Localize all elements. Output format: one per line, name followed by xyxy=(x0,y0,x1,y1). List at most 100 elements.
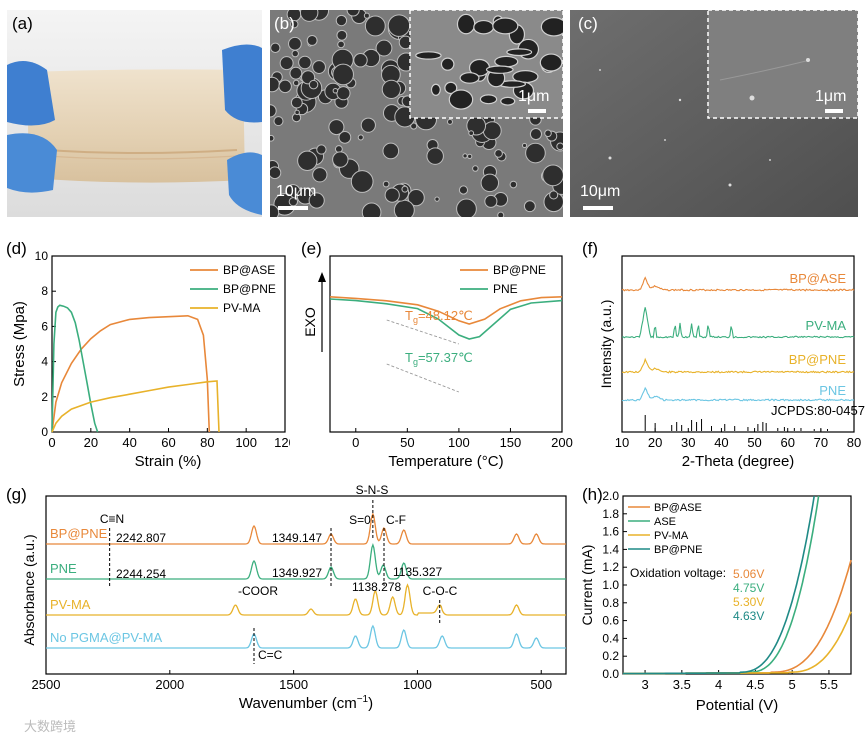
pore xyxy=(384,187,400,203)
pore xyxy=(544,129,552,138)
oxidation-value: 4.63V xyxy=(733,609,764,623)
pore xyxy=(288,36,302,51)
scale-label: 10μm xyxy=(580,183,621,200)
pore xyxy=(521,142,528,149)
series-line xyxy=(51,304,99,433)
x-axis-tick-label: 100 xyxy=(448,435,470,450)
y-axis-tick-label: 10 xyxy=(35,249,49,263)
x-axis-tick-label: 30 xyxy=(681,435,695,450)
y-axis-tick-label: 1.0 xyxy=(602,578,619,592)
peak-annotation: 1349.147 xyxy=(272,531,322,545)
legend-label: PNE xyxy=(493,282,518,296)
x-axis-label: 2-Theta (degree) xyxy=(682,453,795,470)
pore xyxy=(472,165,479,172)
x-axis-tick-label: 4 xyxy=(715,677,722,692)
pore xyxy=(494,55,519,68)
pore xyxy=(332,87,339,94)
legend-label: BP@PNE xyxy=(493,263,546,277)
x-axis-tick-label: 40 xyxy=(714,435,728,450)
pore xyxy=(492,17,519,35)
series-line xyxy=(329,296,563,325)
x-axis-tick-label: 3 xyxy=(641,677,648,692)
pore xyxy=(459,72,480,84)
series-line xyxy=(46,543,566,580)
pore xyxy=(364,15,386,37)
pore xyxy=(298,55,312,70)
inset-scale-label: 1μm xyxy=(815,88,847,105)
pore xyxy=(270,42,281,53)
series-label: No PGMA@PV-MA xyxy=(50,630,162,645)
x-axis-tick-label: 100 xyxy=(235,435,257,450)
y-axis-tick-label: 0.8 xyxy=(602,596,619,610)
series-line xyxy=(622,495,815,675)
y-axis-label: Stress (Mpa) xyxy=(11,301,28,387)
pore xyxy=(337,40,345,49)
plot-frame xyxy=(45,495,567,675)
pore xyxy=(430,83,441,96)
legend-label: BP@ASE xyxy=(223,263,275,277)
pore xyxy=(294,109,300,116)
pore xyxy=(316,144,327,155)
y-axis-tick-label: 2 xyxy=(41,390,48,404)
y-axis-tick-label: 4 xyxy=(41,355,48,369)
x-axis-tick-label: 150 xyxy=(500,435,522,450)
pore xyxy=(291,49,299,58)
chart-stress-strain: (d) 0 20 40 60 80 100 120 0 2 4 6 8 10 BP@ASE BP@PNE P… xyxy=(6,239,290,470)
panel-label: (e) xyxy=(301,239,322,258)
pore xyxy=(458,185,469,195)
pore xyxy=(290,96,303,109)
chart-lsv: (h) 3 3.5 4 4.5 5 5.5 0.0 0.2 0.4 0.6 0.8 1.0 1.2 1.4… xyxy=(580,485,852,714)
pore xyxy=(506,48,533,57)
x-axis-tick-label: 10 xyxy=(615,435,629,450)
pore xyxy=(267,134,275,142)
y-axis-tick-label: 0.2 xyxy=(602,649,619,663)
legend-label: BP@PNE xyxy=(223,282,276,296)
series-line xyxy=(621,307,855,339)
pore xyxy=(279,56,294,71)
series-line xyxy=(46,583,566,616)
sem-image-porous xyxy=(262,0,571,223)
peak-annotation: -COOR xyxy=(238,584,278,598)
pore xyxy=(456,13,476,35)
y-axis-label: EXO xyxy=(302,307,318,337)
pore xyxy=(312,60,326,74)
pore xyxy=(426,147,444,165)
peak-annotation: S=0 xyxy=(349,513,371,527)
pore xyxy=(336,86,351,101)
pore xyxy=(549,190,559,200)
pore xyxy=(393,199,415,221)
pore xyxy=(462,153,468,159)
x-axis-tick-label: 2500 xyxy=(32,677,61,692)
legend-label: BP@ASE xyxy=(654,502,702,514)
pore xyxy=(363,12,370,19)
pore xyxy=(556,142,565,151)
series-line xyxy=(51,314,211,433)
pore xyxy=(273,116,284,127)
y-axis-tick-label: 1.4 xyxy=(602,542,619,556)
x-axis-tick-label: 20 xyxy=(648,435,662,450)
series-line xyxy=(329,298,563,340)
pore xyxy=(278,79,292,94)
series-line xyxy=(46,512,566,545)
chart-dsc: (e) 0 50 100 150 200 BP@PNE PNE EXO Temperatu… xyxy=(301,239,573,470)
pore xyxy=(407,189,425,207)
pore xyxy=(306,34,318,46)
pore xyxy=(382,142,400,160)
pore xyxy=(297,150,318,171)
tg-annotation-2: Tg=57.37℃ xyxy=(405,350,473,367)
series-label: BP@PNE xyxy=(789,352,847,367)
x-axis-tick-label: 2000 xyxy=(155,677,184,692)
panel-b: (b) 1μm 10μm xyxy=(262,0,571,223)
sem-image-dense xyxy=(570,9,859,217)
y-axis-label: Absorbance (a.u.) xyxy=(21,534,37,645)
pore xyxy=(500,96,516,106)
y-axis-label: Current (mA) xyxy=(580,545,595,626)
pore xyxy=(482,121,502,141)
x-axis-tick-label: 4.5 xyxy=(746,677,764,692)
pore xyxy=(440,57,455,71)
legend-label: BP@PNE xyxy=(654,544,702,556)
pore xyxy=(485,65,514,74)
pore xyxy=(338,130,352,144)
legend-label: PV-MA xyxy=(223,301,260,315)
x-axis-tick-label: 200 xyxy=(551,435,573,450)
